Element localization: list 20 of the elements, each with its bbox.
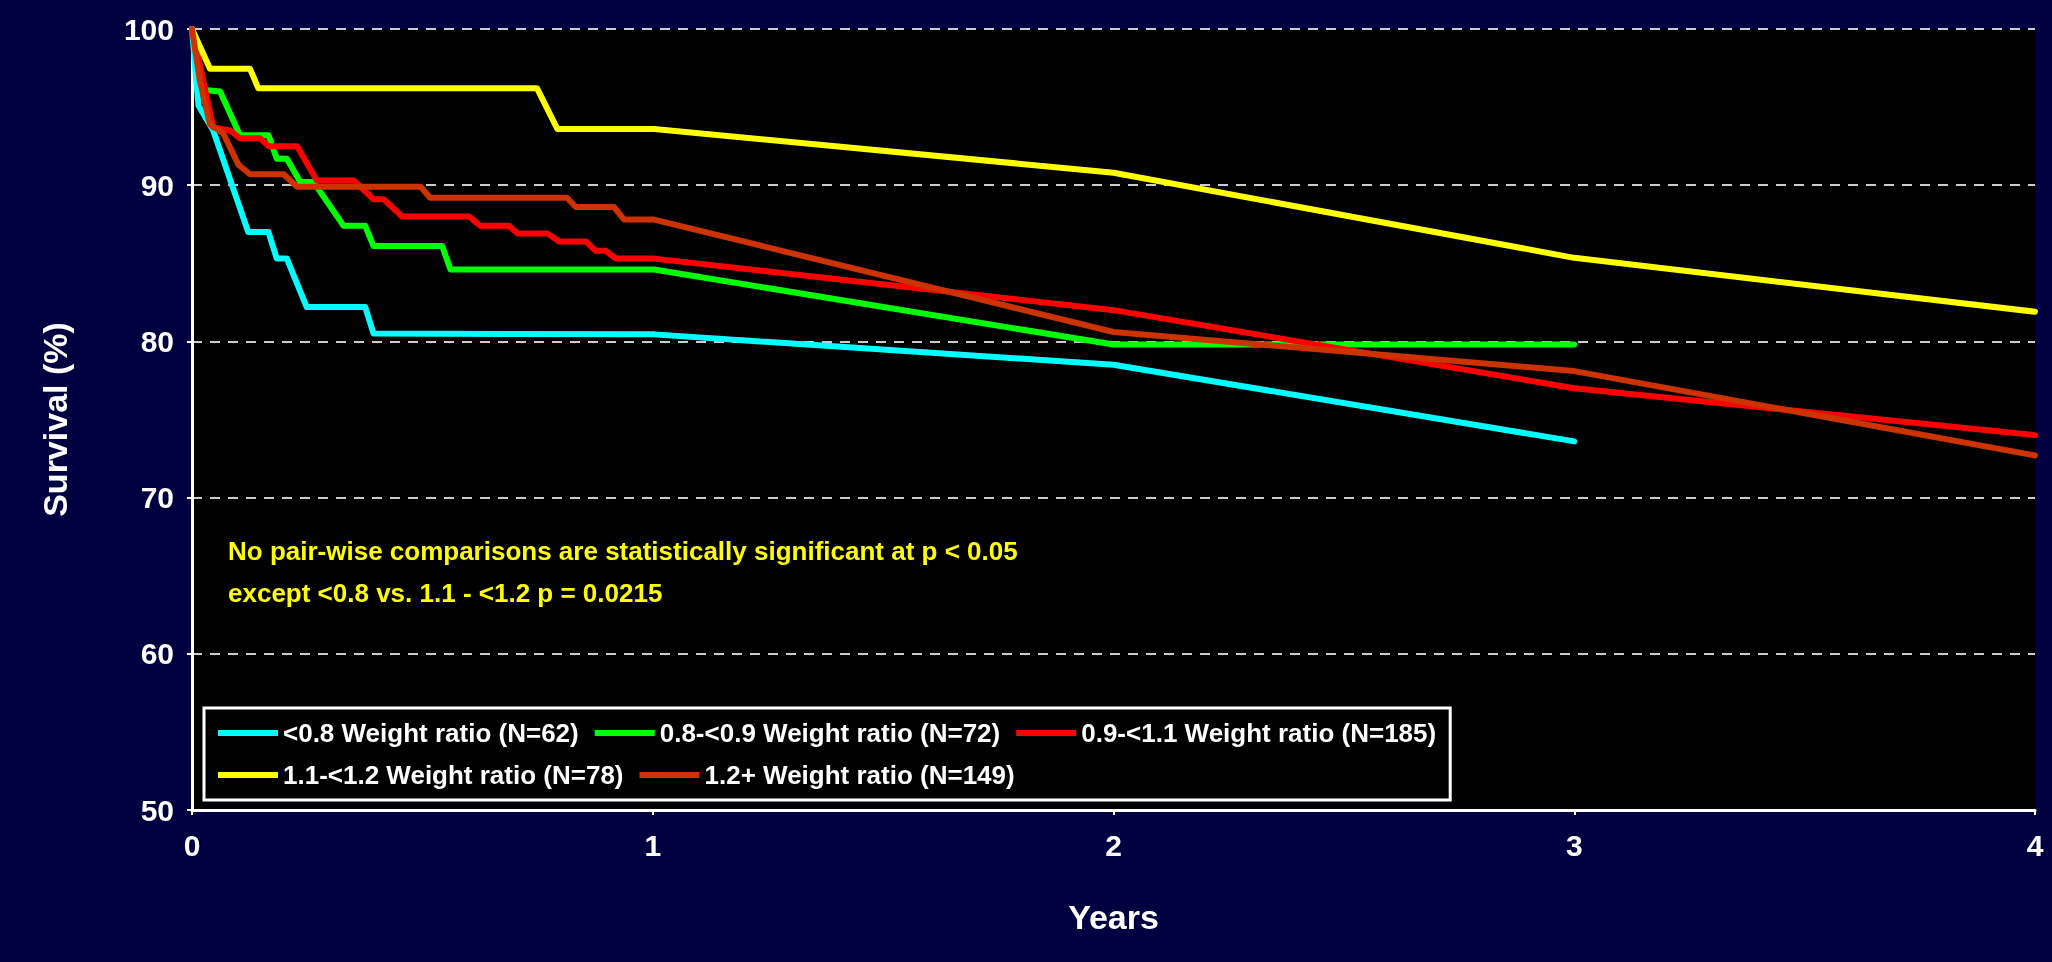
y-tick-label: 80 (140, 324, 174, 358)
x-tick-label: 1 (644, 828, 662, 862)
y-tick-label: 60 (140, 637, 174, 671)
y-axis-title: Survival (%) (36, 322, 74, 517)
y-tick-label: 100 (123, 12, 174, 46)
y-tick-label: 50 (140, 793, 174, 827)
x-tick-label: 2 (1105, 828, 1122, 862)
legend-label: 1.2+ Weight ratio (N=149) (704, 760, 1015, 790)
annotation: except <0.8 vs. 1.1 - <1.2 p = 0.0215 (228, 578, 663, 608)
x-tick-label: 4 (2026, 828, 2044, 862)
x-tick-label: 0 (183, 828, 201, 862)
y-tick-label: 70 (140, 481, 174, 515)
legend-label: 0.9-<1.1 Weight ratio (N=185) (1081, 718, 1437, 748)
legend-label: <0.8 Weight ratio (N=62) (283, 718, 579, 748)
x-tick-label: 3 (1565, 828, 1583, 862)
legend-label: 0.8-<0.9 Weight ratio (N=72) (659, 718, 1001, 748)
legend-label: 1.1-<1.2 Weight ratio (N=78) (283, 760, 624, 790)
y-tick-label: 90 (140, 168, 174, 202)
x-axis-title: Years (1068, 898, 1159, 936)
annotation: No pair-wise comparisons are statistically significant at p < 0.05 (228, 536, 1018, 566)
